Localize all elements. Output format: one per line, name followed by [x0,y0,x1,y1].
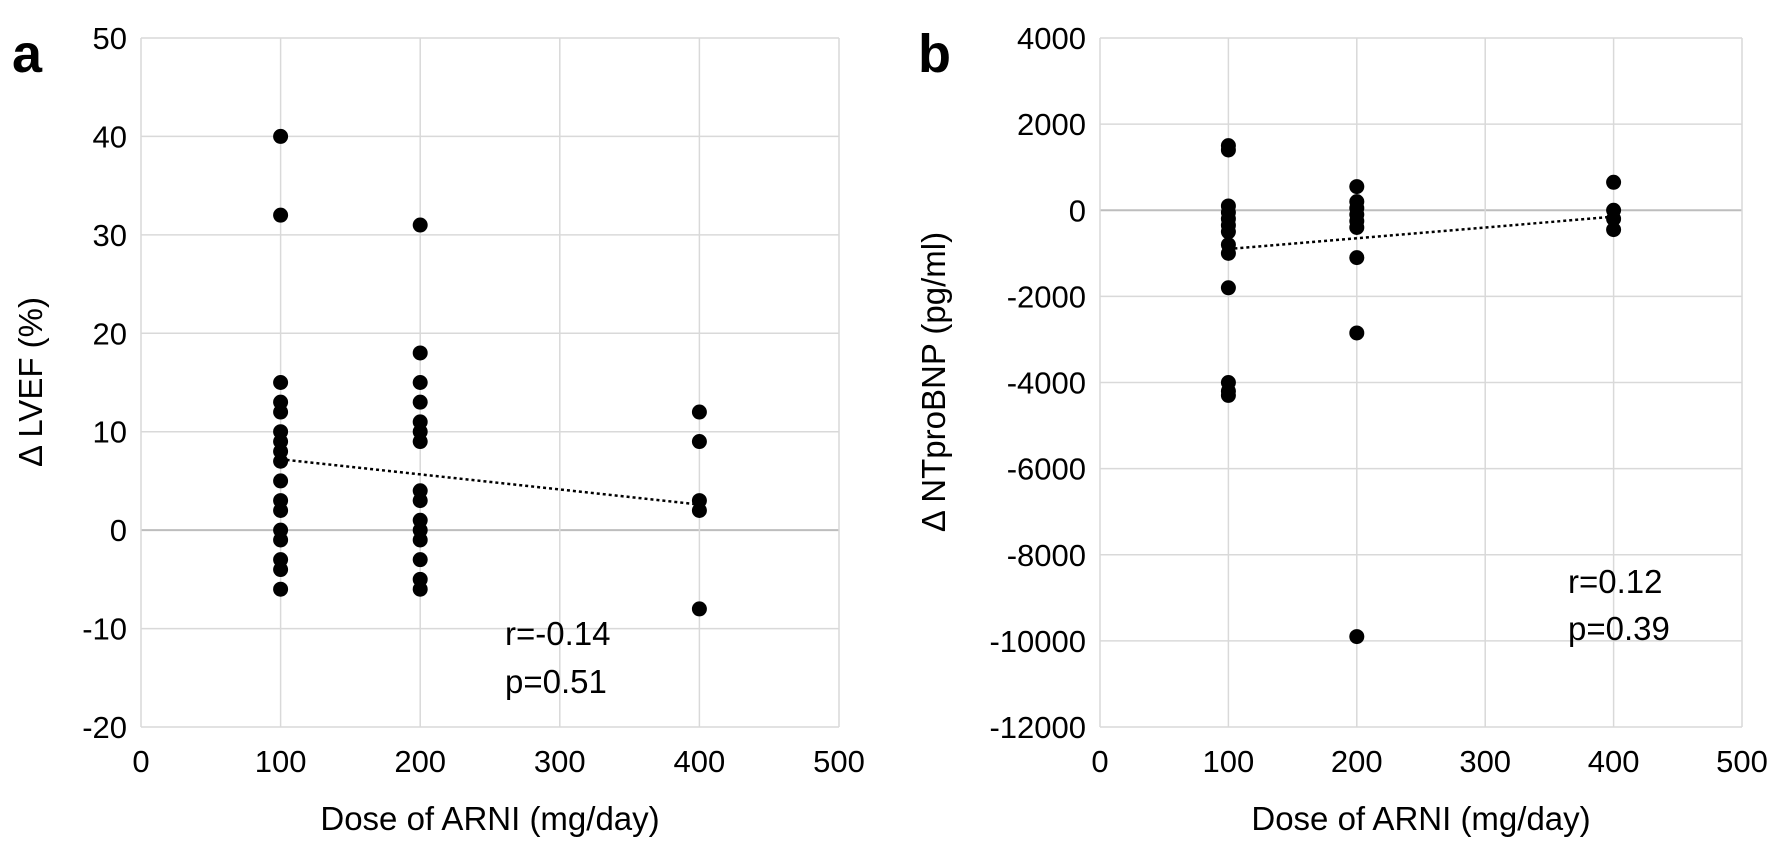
data-point [1220,142,1236,158]
data-point [1220,280,1236,296]
y-axis-label: Δ LVEF (%) [12,297,49,467]
x-tick-label: 500 [1716,744,1768,779]
data-point [1220,387,1236,403]
x-tick-label: 0 [132,744,149,779]
data-point [412,394,428,410]
y-tick-label: 20 [93,316,127,351]
y-tick-label: 30 [93,218,127,253]
y-tick-label: -10000 [989,624,1086,659]
data-point [1349,325,1365,341]
data-point [1606,222,1622,238]
y-tick-label: -8000 [1007,538,1086,573]
y-tick-label: 50 [93,21,127,56]
x-tick-label: 100 [255,744,307,779]
data-point [412,217,428,233]
y-tick-label: -10 [82,612,127,647]
chart-panel-b: -12000-10000-8000-6000-4000-200002000400… [915,21,1768,837]
x-axis-label: Dose of ARNI (mg/day) [320,800,659,837]
x-tick-label: 400 [674,744,726,779]
stat-annotation: p=0.51 [505,663,607,700]
stat-annotation: p=0.39 [1568,610,1670,647]
panel-label: a [12,24,43,84]
data-point [1349,250,1365,266]
data-point [691,502,707,518]
trendline [1228,215,1614,251]
data-point [691,434,707,450]
x-tick-label: 500 [813,744,865,779]
trendline [280,458,700,506]
x-tick-label: 300 [1459,744,1511,779]
data-point [273,128,289,144]
x-tick-label: 0 [1091,744,1108,779]
data-point [273,207,289,223]
data-point [273,453,289,469]
data-point [1349,629,1365,645]
data-point [273,473,289,489]
data-point [412,552,428,568]
data-point [273,375,289,390]
x-axis-label: Dose of ARNI (mg/day) [1251,800,1590,837]
y-tick-label: 10 [93,415,127,450]
x-tick-label: 400 [1588,744,1640,779]
data-point [1606,174,1622,190]
data-point [412,434,428,450]
stat-annotation: r=0.12 [1568,563,1663,600]
data-point [273,404,289,420]
data-point [691,601,707,617]
stat-annotation: r=-0.14 [505,615,610,652]
y-tick-label: -20 [82,710,127,745]
y-tick-label: -4000 [1007,366,1086,401]
data-point [1349,219,1365,235]
x-tick-label: 100 [1203,744,1255,779]
x-tick-label: 200 [394,744,446,779]
y-tick-label: 2000 [1017,107,1086,142]
x-tick-label: 300 [534,744,586,779]
data-point [1220,245,1236,261]
data-point [1349,179,1365,195]
data-point [1606,211,1622,227]
data-point [273,562,289,578]
y-tick-label: 0 [1069,193,1086,228]
data-point [412,532,428,548]
data-point [273,502,289,518]
data-point [273,532,289,548]
data-point [412,375,428,390]
data-point [412,493,428,509]
data-point [273,581,289,597]
y-tick-label: 40 [93,119,127,154]
panel-label: b [918,24,951,84]
y-tick-label: 0 [110,513,127,548]
data-point [412,345,428,361]
y-tick-label: -2000 [1007,279,1086,314]
y-tick-label: -12000 [989,710,1086,745]
data-point [691,404,707,420]
x-tick-label: 200 [1331,744,1383,779]
data-point [1220,224,1236,240]
data-point [412,581,428,597]
y-tick-label: 4000 [1017,21,1086,56]
y-axis-label: Δ NTproBNP (pg/ml) [915,232,952,532]
y-tick-label: -6000 [1007,452,1086,487]
